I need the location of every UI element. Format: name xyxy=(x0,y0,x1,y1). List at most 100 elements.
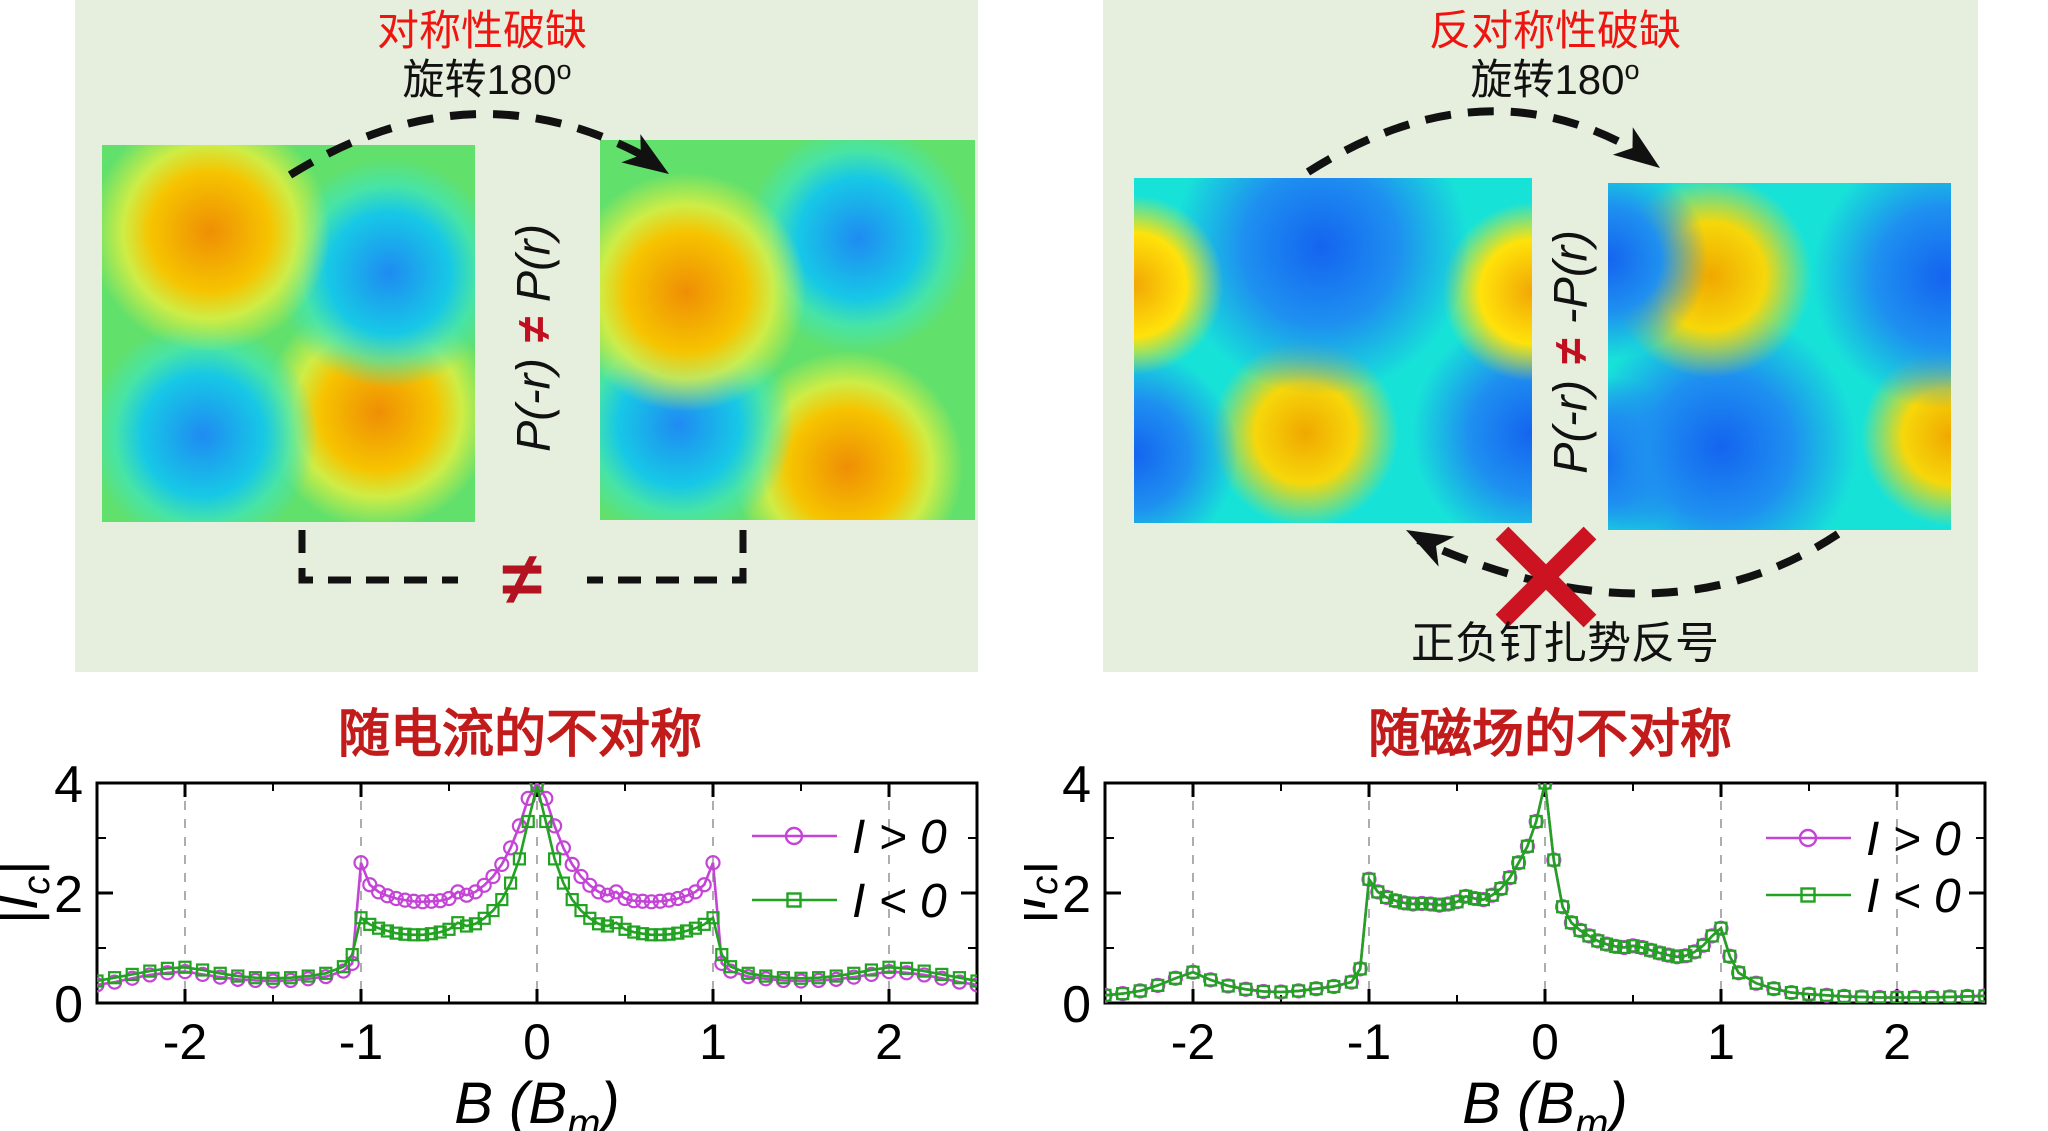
marker-square xyxy=(1925,990,1939,1003)
marker-square xyxy=(1441,897,1455,911)
marker-square xyxy=(1943,990,1957,1003)
marker-square xyxy=(811,971,826,985)
marker-square xyxy=(345,948,359,962)
pinning-map-rotated xyxy=(1608,183,1951,530)
marker-square xyxy=(1256,984,1270,999)
marker-square xyxy=(1643,943,1658,957)
marker-square xyxy=(1292,984,1306,998)
legend-label: I > 0 xyxy=(852,811,947,864)
marker-circle xyxy=(705,855,721,871)
marker-square xyxy=(1626,939,1640,953)
marker-square xyxy=(1520,839,1534,853)
not-equal-sign: ≠ xyxy=(506,317,560,344)
marker-square xyxy=(1784,985,1799,1000)
panel-title: 对称性破缺 xyxy=(376,7,588,54)
panel-title: 反对称性破缺 xyxy=(1428,7,1682,54)
series-area xyxy=(1105,783,1985,1003)
marker-square xyxy=(1388,894,1402,908)
marker-square xyxy=(1468,891,1482,906)
marker-square xyxy=(97,974,104,988)
sign-reversal-label: 正负钉扎势反号 xyxy=(1411,619,1719,668)
degree-superscript: o xyxy=(1624,55,1640,85)
marker-circle xyxy=(503,840,519,856)
marker-square xyxy=(1635,940,1649,955)
marker-circle xyxy=(476,877,492,893)
marker-square xyxy=(1309,982,1323,996)
marker-square xyxy=(1731,966,1746,980)
marker-square xyxy=(1221,979,1235,993)
marker-square xyxy=(1617,940,1631,955)
marker-square xyxy=(688,921,703,935)
marker-square xyxy=(107,971,122,985)
series-line-1 xyxy=(97,785,977,983)
marker-square xyxy=(512,852,527,866)
rotation-arrow-head-icon xyxy=(1612,127,1660,168)
marker-circle xyxy=(590,884,607,900)
marker-square xyxy=(1353,962,1367,976)
marker-square xyxy=(1151,978,1165,992)
marker-square xyxy=(1362,872,1376,886)
marker-square xyxy=(899,961,914,975)
rotation-text: 旋转180 xyxy=(1470,56,1625,103)
marker-square xyxy=(935,967,949,981)
marker-square xyxy=(1529,814,1543,829)
marker-circle xyxy=(371,884,387,900)
marker-square xyxy=(1767,982,1781,996)
marker-square xyxy=(1186,965,1200,979)
marker-square xyxy=(1168,971,1182,985)
legend-marker-circle xyxy=(784,826,804,846)
y-tick-label: 2 xyxy=(1062,866,1091,924)
marker-circle xyxy=(485,868,501,885)
x-tick-label: -2 xyxy=(163,1014,207,1070)
marker-square xyxy=(1344,975,1358,989)
marker-square xyxy=(882,960,896,974)
marker-square xyxy=(829,969,843,983)
not-equal-sign: ≠ xyxy=(502,537,543,620)
marker-circle xyxy=(670,890,686,907)
y-axis-label: |Ic| xyxy=(0,861,58,925)
red-cross-icon xyxy=(1495,526,1597,628)
marker-square xyxy=(424,927,438,941)
marker-square xyxy=(970,974,977,988)
reverse-arrow-arc xyxy=(1416,530,1841,598)
marker-square xyxy=(284,971,298,985)
chart-current-asymmetry: 随电流的不对称 -2 -1 0 1 2 0 2 4 B (Bm) |Ic| I > 0 I < 0 xyxy=(0,690,1024,1131)
marker-square xyxy=(653,928,667,942)
marker-square xyxy=(1397,896,1411,910)
marker-square xyxy=(1591,934,1605,948)
marker-square xyxy=(1380,890,1394,904)
marker-square xyxy=(504,876,518,890)
marker-square xyxy=(1599,937,1614,951)
marker-circle xyxy=(573,868,589,885)
panel-subtitle: 旋转180o xyxy=(1470,55,1640,103)
marker-circle xyxy=(397,892,413,908)
marker-square xyxy=(1459,889,1473,903)
legend-marker-square xyxy=(1800,887,1816,903)
marker-square xyxy=(1274,985,1288,999)
y-tick-label: 4 xyxy=(54,756,83,814)
marker-square xyxy=(160,961,174,975)
marker-circle xyxy=(353,855,369,871)
marker-square xyxy=(178,960,192,974)
marker-square xyxy=(706,911,720,925)
marker-square xyxy=(662,927,676,941)
marker-circle xyxy=(626,893,642,909)
marker-circle xyxy=(379,888,395,904)
marker-square xyxy=(574,904,588,918)
series-line-0 xyxy=(97,783,977,987)
marker-square xyxy=(1564,916,1579,930)
chart-plot: -2 -1 0 1 2 0 2 4 B (Bm) |Ic| I > 0I < 0 xyxy=(1024,756,1987,1131)
marker-circle xyxy=(494,856,510,872)
marker-square xyxy=(495,893,509,907)
marker-square xyxy=(1890,990,1904,1003)
x-tick-label: 1 xyxy=(1707,1014,1735,1070)
panel-antisymmetry-breaking: 反对称性破缺 旋转180o P(-r) ≠ -P(r) 正负钉扎势反号 xyxy=(1103,0,1978,672)
relation-rhs: -P(r) xyxy=(1543,230,1597,325)
marker-square xyxy=(794,971,808,985)
series-line-1 xyxy=(1105,783,1985,999)
marker-circle xyxy=(652,893,668,909)
marker-square xyxy=(1837,989,1851,1003)
red-cross-icon xyxy=(1495,526,1597,628)
marker-square xyxy=(125,967,139,981)
